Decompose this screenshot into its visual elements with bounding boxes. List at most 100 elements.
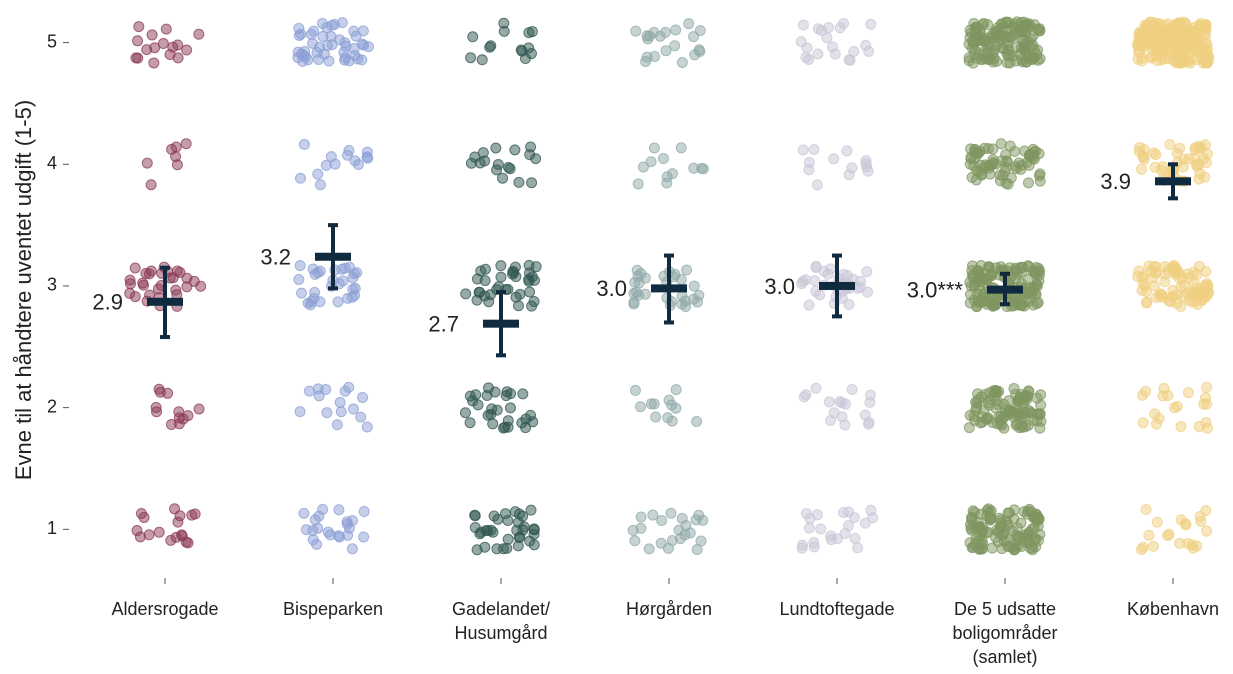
response-dot xyxy=(298,138,310,150)
response-dot xyxy=(690,514,702,526)
x-tick-label-line: boligområder xyxy=(952,623,1057,643)
response-dot xyxy=(485,289,497,301)
response-dot xyxy=(528,523,540,535)
response-dot xyxy=(803,299,815,311)
response-dot xyxy=(1171,400,1183,412)
response-dot xyxy=(469,510,481,522)
x-tick-label-line: Hørgården xyxy=(626,599,712,619)
response-dot xyxy=(843,298,855,310)
response-dot xyxy=(822,268,834,280)
response-dot xyxy=(860,155,872,167)
response-dot xyxy=(1194,20,1206,32)
x-tick-label: Lundtoftegade xyxy=(779,599,894,619)
response-dot xyxy=(1032,408,1044,420)
response-dot xyxy=(1201,148,1213,160)
response-dot xyxy=(321,407,333,419)
x-tick-label-line: De 5 udsatte xyxy=(954,599,1056,619)
response-dot xyxy=(516,417,528,429)
response-dot xyxy=(683,18,695,30)
response-dot xyxy=(181,272,193,284)
response-dot xyxy=(629,384,641,396)
response-dot xyxy=(491,404,503,416)
response-dot xyxy=(800,389,812,401)
response-dot xyxy=(808,541,820,553)
response-dot xyxy=(294,406,306,418)
response-dot xyxy=(339,54,351,66)
response-dot xyxy=(1035,389,1047,401)
response-dot xyxy=(1003,395,1015,407)
response-dot xyxy=(322,526,334,538)
response-dot xyxy=(157,37,169,49)
response-dot xyxy=(1159,268,1171,280)
response-dot xyxy=(146,29,158,41)
response-dot xyxy=(498,17,510,29)
y-axis-label: Evne til at håndtere uventet udgift (1-5… xyxy=(11,100,36,480)
response-dot xyxy=(849,532,861,544)
response-dot xyxy=(1024,542,1036,554)
x-tick-label-line: Gadelandet/ xyxy=(452,599,550,619)
response-dot xyxy=(831,533,843,545)
x-tick-label: De 5 udsatte boligområder (samlet) xyxy=(952,599,1057,667)
response-dot xyxy=(294,260,306,272)
response-dot xyxy=(1135,163,1147,175)
response-dot xyxy=(467,395,479,407)
y-tick-label: 3 xyxy=(47,275,57,295)
response-dot xyxy=(797,144,809,156)
response-dot xyxy=(994,418,1006,430)
response-dot xyxy=(140,267,152,279)
response-dot xyxy=(964,24,976,36)
response-dot xyxy=(173,412,185,424)
response-dot xyxy=(647,509,659,521)
response-dot xyxy=(694,45,706,57)
response-dot xyxy=(1004,140,1016,152)
response-dot xyxy=(977,538,989,550)
response-dot xyxy=(296,48,308,60)
response-dot xyxy=(975,159,987,171)
response-dot xyxy=(193,28,205,40)
response-dot xyxy=(631,286,643,298)
response-dot xyxy=(1034,175,1046,187)
response-dot xyxy=(1174,142,1186,154)
response-dot xyxy=(688,280,700,292)
response-dot xyxy=(339,262,351,274)
response-dot xyxy=(673,524,685,536)
response-dot xyxy=(676,513,688,525)
response-dot xyxy=(465,52,477,64)
response-dot xyxy=(311,538,323,550)
response-dot xyxy=(495,271,507,283)
response-dot xyxy=(517,510,529,522)
response-dot xyxy=(124,287,136,299)
response-dot xyxy=(1010,419,1022,431)
response-dot xyxy=(510,291,522,303)
response-dot xyxy=(132,35,144,47)
response-dot xyxy=(1018,506,1030,518)
response-dot xyxy=(649,50,661,62)
response-dot xyxy=(357,391,369,403)
response-dot xyxy=(829,48,841,60)
response-dot xyxy=(460,288,472,300)
response-dot xyxy=(512,540,524,552)
response-dot xyxy=(838,506,850,518)
response-dot xyxy=(1143,529,1155,541)
response-dot xyxy=(1033,513,1045,525)
response-dot xyxy=(471,273,483,285)
response-dot xyxy=(295,28,307,40)
mean-marker xyxy=(1155,177,1191,186)
response-dot xyxy=(528,296,540,308)
response-dot xyxy=(314,179,326,191)
response-dot xyxy=(675,142,687,154)
response-dot xyxy=(637,161,649,173)
response-dot xyxy=(1151,516,1163,528)
response-dot xyxy=(800,508,812,520)
response-dot xyxy=(655,537,667,549)
response-dot xyxy=(1186,539,1198,551)
response-dot xyxy=(985,505,997,517)
x-tick-label: Bispeparken xyxy=(283,599,383,619)
response-dot xyxy=(1136,284,1148,296)
response-dot xyxy=(846,384,858,396)
response-dot xyxy=(138,511,150,523)
response-dot xyxy=(645,156,657,168)
response-dot xyxy=(1189,44,1201,56)
response-dot xyxy=(812,48,824,60)
response-dot xyxy=(834,22,846,34)
